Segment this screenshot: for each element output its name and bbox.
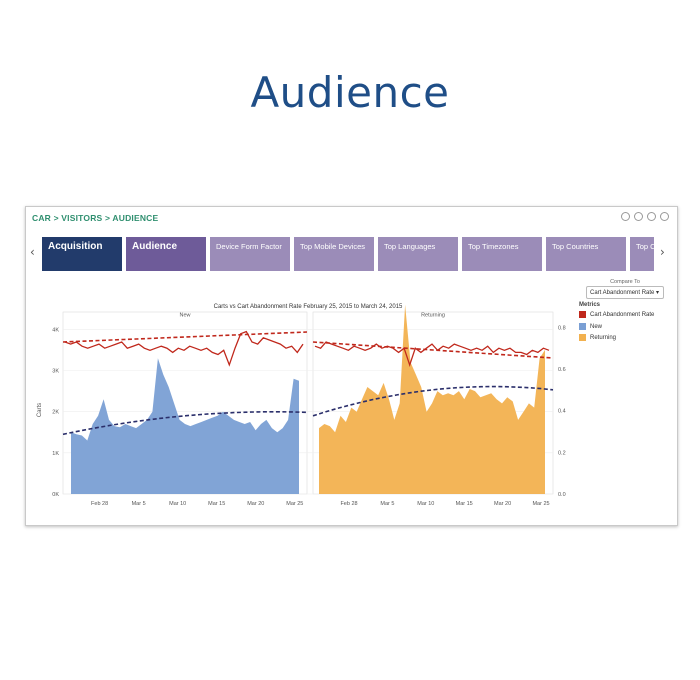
x-tick-label: Feb 28 [340,501,357,507]
x-tick-label: Mar 10 [417,501,434,507]
compare-value: Cart Abandonment Rate [590,290,655,296]
y-tick-label: 2K [52,410,59,416]
legend-label: Returning [590,334,617,341]
carts-chart: Carts vs Cart Abandonment Rate February … [37,304,566,507]
x-tick-label: Mar 10 [169,501,186,507]
window-controls [621,212,669,221]
tab-strip: Acquisition Audience Device Form Factor … [42,237,654,271]
carts-trendline [62,411,308,436]
compare-select[interactable]: Cart Abandonment Rate ▾ [586,286,664,299]
tab-top-mobile-devices[interactable]: Top Mobile Devices [294,237,376,271]
y2-tick-label: 0.2 [558,450,566,456]
carts-trendline [312,385,554,417]
y-axis-label: Carts [37,403,43,417]
tab-audience[interactable]: Audience [126,237,208,271]
chart-title: Carts vs Cart Abandonment Rate February … [214,304,403,310]
chevron-left-icon[interactable]: ‹ [30,245,35,259]
legend-label: New [590,323,603,330]
legend-item-new[interactable]: New [579,323,675,330]
chevron-down-icon: ▾ [656,290,660,296]
tab-top-timezones[interactable]: Top Timezones [462,237,544,271]
x-tick-label: Mar 5 [380,501,394,507]
y2-tick-label: 0.4 [558,409,566,415]
tab-top-countries[interactable]: Top Countries [546,237,628,271]
area-series-new [71,358,299,494]
panel-header: Returning [421,313,445,319]
chevron-right-icon[interactable]: › [660,245,665,259]
x-tick-label: Feb 28 [91,501,108,507]
y-tick-label: 3K [52,369,59,375]
legend-item-returning[interactable]: Returning [579,334,675,341]
y2-tick-label: 0.0 [558,492,566,498]
x-tick-label: Mar 15 [456,501,473,507]
comment-icon[interactable] [634,212,643,221]
dashboard-screenshot: CAR > VISITORS > AUDIENCE ‹ Acquisition … [25,206,678,526]
legend-item-cart-abandonment[interactable]: Cart Abandonment Rate [579,311,675,318]
legend-label: Cart Abandonment Rate [590,311,655,318]
legend-title: Metrics [579,302,601,308]
area-series-returning [319,304,545,494]
x-tick-label: Mar 15 [208,501,225,507]
y-tick-label: 0K [52,492,59,498]
rate-line [64,330,304,367]
compare-label: Compare To [610,279,640,285]
tab-acquisition[interactable]: Acquisition [42,237,124,271]
share-icon[interactable] [621,212,630,221]
rate-line [314,341,550,367]
y2-tick-label: 0.6 [558,367,566,373]
tab-bar: ‹ Acquisition Audience Device Form Facto… [30,237,670,271]
y-tick-label: 1K [52,451,59,457]
legend-swatch [579,334,586,341]
x-tick-label: Mar 5 [132,501,146,507]
legend-swatch [579,323,586,330]
breadcrumb[interactable]: CAR > VISITORS > AUDIENCE [32,213,159,223]
expand-icon[interactable] [660,212,669,221]
compare-control: Compare To Cart Abandonment Rate ▾ [586,279,664,299]
rate-trendline [312,341,554,359]
rate-trendline [62,331,308,343]
y2-tick-label: 0.8 [558,325,566,331]
slide-title: Audience [250,68,450,117]
x-tick-label: Mar 25 [286,501,303,507]
refresh-icon[interactable] [647,212,656,221]
x-tick-label: Mar 20 [247,501,264,507]
legend-swatch [579,311,586,318]
tab-device-form-factor[interactable]: Device Form Factor [210,237,292,271]
y-tick-label: 4K [52,327,59,333]
legend: Metrics Cart Abandonment Rate New Return… [579,302,675,345]
x-tick-label: Mar 20 [494,501,511,507]
tab-top-languages[interactable]: Top Languages [378,237,460,271]
panel-header: New [179,313,190,319]
x-tick-label: Mar 25 [532,501,549,507]
tab-top-co[interactable]: Top Co [630,237,654,271]
